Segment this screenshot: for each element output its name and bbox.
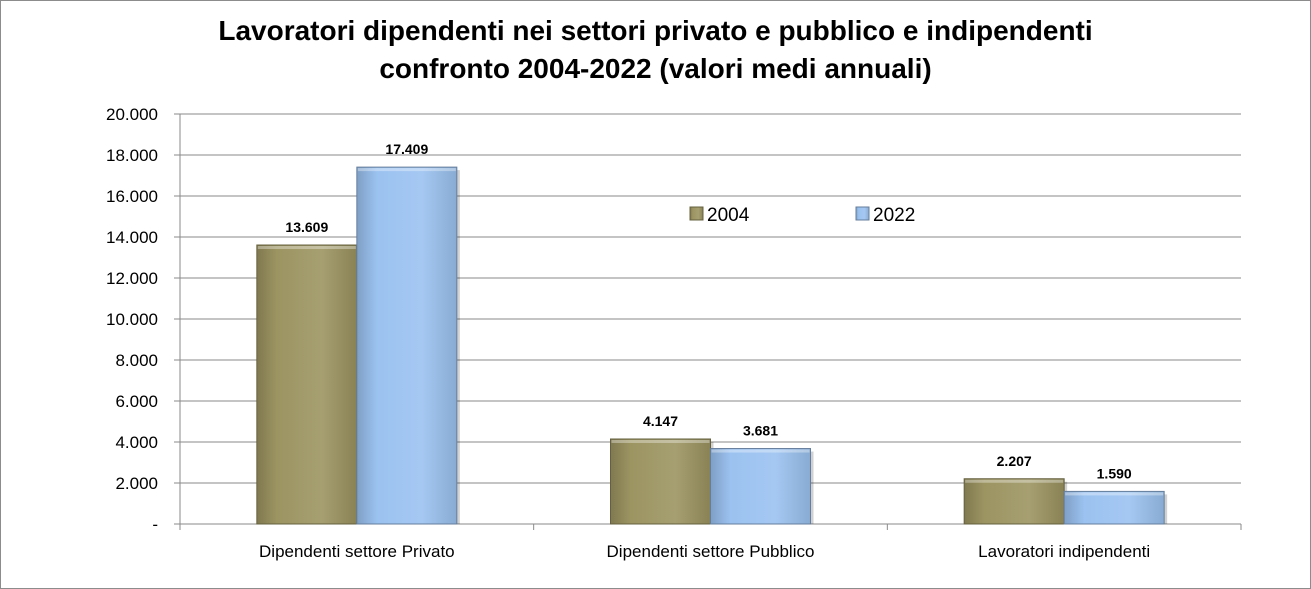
bar-highlight <box>257 246 356 250</box>
y-tick-label: 18.000 <box>106 146 158 165</box>
x-category-label: Dipendenti settore Privato <box>259 542 455 561</box>
bar-2004 <box>963 478 1065 525</box>
y-tick-label: 8.000 <box>115 351 158 370</box>
bar-2022 <box>710 448 811 525</box>
y-tick-label: 20.000 <box>106 105 158 124</box>
x-category-label: Lavoratori indipendenti <box>978 542 1150 561</box>
y-tick-label: 16.000 <box>106 187 158 206</box>
bar-highlight <box>611 439 710 443</box>
legend-swatch-2022 <box>855 206 870 221</box>
legend-label-2022: 2022 <box>873 205 915 226</box>
y-tick-label: - <box>152 515 158 534</box>
data-label: 1.590 <box>1097 465 1132 481</box>
bar-highlight <box>965 479 1064 483</box>
chart-title-line-1: Lavoratori dipendenti nei settori privat… <box>218 15 1093 46</box>
bar-highlight <box>357 168 456 172</box>
y-tick-label: 14.000 <box>106 228 158 247</box>
y-tick-label: 2.000 <box>115 474 158 493</box>
bar-highlight <box>711 449 810 453</box>
data-label: 2.207 <box>997 453 1032 469</box>
bar-2022 <box>356 166 458 525</box>
chart-title-line-2: confronto 2004-2022 (valori medi annuali… <box>379 53 932 84</box>
y-tick-label: 12.000 <box>106 269 158 288</box>
x-category-label: Dipendenti settore Pubblico <box>607 542 815 561</box>
data-label: 13.609 <box>285 219 328 235</box>
data-label: 4.147 <box>643 413 678 429</box>
y-tick-label: 6.000 <box>115 392 158 411</box>
y-tick-label: 10.000 <box>106 310 158 329</box>
y-tick-label: 4.000 <box>115 433 158 452</box>
bar-2004 <box>610 438 711 525</box>
bar-2022 <box>1063 490 1165 525</box>
bar-2004 <box>256 244 358 525</box>
chart-title: Lavoratori dipendenti nei settori privat… <box>0 12 1311 88</box>
data-label: 17.409 <box>385 141 428 157</box>
data-label: 3.681 <box>743 423 778 439</box>
bar-highlight <box>1065 492 1164 496</box>
legend-label-2004: 2004 <box>707 205 750 226</box>
legend-swatch-2004 <box>689 206 704 221</box>
